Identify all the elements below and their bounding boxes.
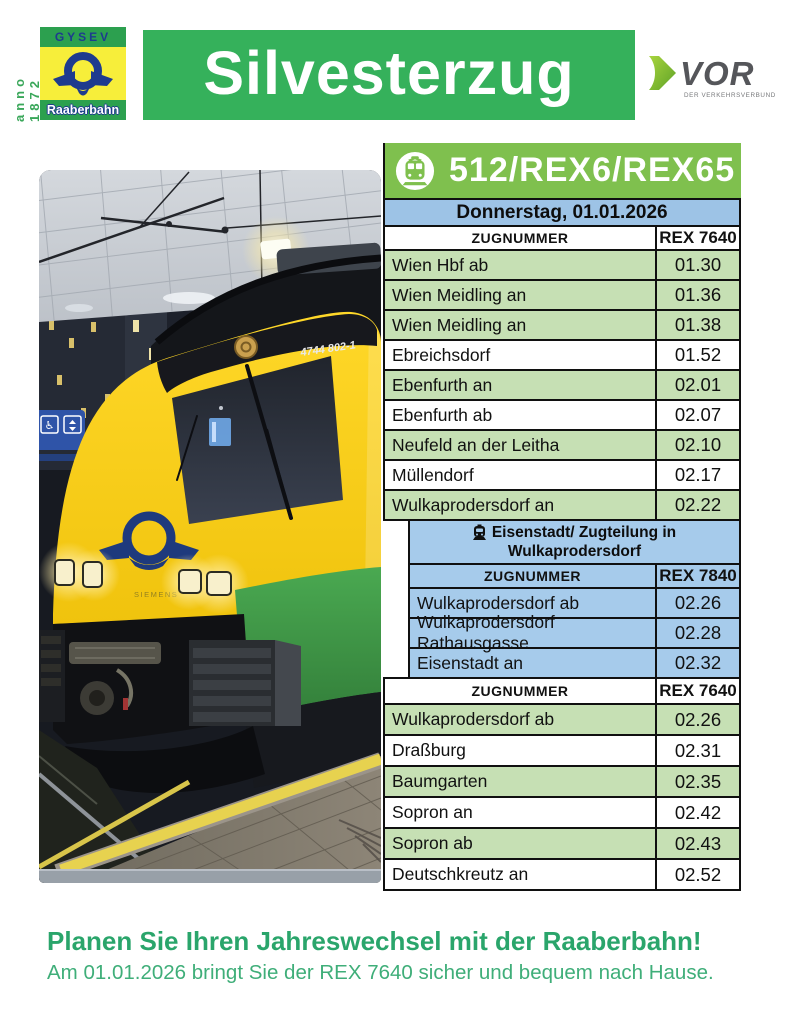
vor-name: VOR [680, 54, 755, 92]
station-cell: Wien Hbf ab [392, 254, 489, 275]
time-cell: 02.31 [655, 736, 739, 765]
vor-subtitle: DER VERKEHRSVERBUND [684, 92, 776, 99]
timetable: 512/REX6/REX65 Donnerstag, 01.01.2026 ZU… [383, 143, 741, 891]
station-cell: Deutschkreutz an [392, 864, 529, 884]
anno-1872-label: anno 1872 [12, 74, 42, 122]
station-cell: Ebenfurth ab [392, 404, 493, 425]
time-cell: 01.36 [655, 281, 739, 309]
table-row: Wulkaprodersdorf Rathausgasse 02.28 [408, 612, 741, 653]
time-cell: 02.42 [655, 798, 739, 827]
table-row: Wulkaprodersdorf ab 02.26 [383, 703, 741, 736]
time-cell: 02.32 [655, 649, 739, 677]
time-cell: 02.35 [655, 767, 739, 796]
table-row: Ebreichsdorf 01.52 [383, 339, 741, 371]
train-icon-small [472, 524, 486, 541]
table-row: Wien Hbf ab 01.30 [383, 249, 741, 281]
column-header-zugnummer: ZUGNUMMER [483, 568, 582, 584]
winged-wheel-icon [53, 51, 113, 95]
time-cell: 01.38 [655, 311, 739, 339]
table-row: Eisenstadt an 02.32 [408, 647, 741, 679]
gysev-logo-top-label: GYSEV [40, 27, 126, 47]
split-title-line1: Eisenstadt/ Zugteilung in [491, 523, 677, 541]
line-header: 512/REX6/REX65 [383, 143, 741, 200]
station-cell: Wien Meidling an [392, 314, 527, 335]
column-header-zugnummer: ZUGNUMMER [471, 683, 569, 699]
time-cell: 02.26 [655, 705, 739, 734]
column-header-zugnummer: ZUGNUMMER [471, 230, 569, 246]
column-header-train: REX 7640 [655, 227, 739, 249]
station-cell: Draßburg [392, 740, 466, 760]
station-cell: Wulkaprodersdorf Rathausgasse [417, 612, 555, 653]
time-cell: 01.52 [655, 341, 739, 369]
station-cell: Sopron an [392, 802, 473, 822]
column-header-train: REX 7640 [655, 679, 739, 703]
time-cell: 02.26 [655, 589, 739, 617]
time-cell: 02.17 [655, 461, 739, 489]
svg-text:♿: ♿ [45, 419, 55, 432]
vor-logo: VOR DER VERKEHRSVERBUND [648, 56, 778, 99]
column-header-row: ZUGNUMMER REX 7640 [383, 225, 741, 251]
station-cell: Sopron ab [392, 833, 473, 853]
time-cell: 02.28 [655, 619, 739, 647]
footer-subtitle: Am 01.01.2026 bringt Sie der REX 7640 si… [47, 961, 714, 984]
gysev-logo-bottom-label: Raaberbahn [40, 100, 126, 120]
time-cell: 02.22 [655, 491, 739, 519]
date-header: Donnerstag, 01.01.2026 [383, 198, 741, 227]
column-header-train: REX 7840 [655, 565, 739, 587]
time-cell: 01.30 [655, 251, 739, 279]
table-row: Baumgarten 02.35 [383, 765, 741, 798]
line-header-label: 512/REX6/REX65 [449, 151, 736, 189]
station-cell: Neufeld an der Leitha [392, 434, 560, 455]
train-icon [395, 151, 435, 190]
train-photo-illustration: ♿ 4744 802-1 [39, 170, 381, 883]
vor-chevron-icon [649, 56, 676, 90]
time-cell: 02.43 [655, 829, 739, 858]
gysev-emblem [40, 47, 126, 100]
page-title: Silvesterzug [203, 39, 575, 107]
brand-label: SIEMENS [134, 590, 178, 599]
table-row: Sopron an 02.42 [383, 796, 741, 829]
station-cell: Ebenfurth an [392, 374, 493, 395]
footer-title: Planen Sie Ihren Jahreswechsel mit der R… [47, 926, 702, 956]
train-photo: ♿ 4744 802-1 [39, 170, 381, 883]
station-cell: Wulkaprodersdorf ab [392, 709, 555, 729]
column-header-row: ZUGNUMMER REX 7640 [383, 677, 741, 705]
column-header-row: ZUGNUMMER REX 7840 [408, 563, 741, 589]
time-cell: 02.52 [655, 860, 739, 889]
station-cell: Ebreichsdorf [392, 344, 491, 365]
split-subtable: Eisenstadt/ Zugteilung in Wulkaprodersdo… [408, 519, 741, 679]
table-row: Sopron ab 02.43 [383, 827, 741, 860]
table-row: Draßburg 02.31 [383, 734, 741, 767]
station-cell: Baumgarten [392, 771, 488, 791]
gysev-logo: GYSEV Raaberbahn [40, 27, 126, 120]
split-title: Eisenstadt/ Zugteilung in Wulkaprodersdo… [408, 519, 741, 565]
table-row: Müllendorf 02.17 [383, 459, 741, 491]
table-row: Ebenfurth an 02.01 [383, 369, 741, 401]
table-row: Deutschkreutz an 02.52 [383, 858, 741, 891]
table-row: Ebenfurth ab 02.07 [383, 399, 741, 431]
station-cell: Müllendorf [392, 464, 474, 485]
table-row: Neufeld an der Leitha 02.10 [383, 429, 741, 461]
table-row: Wien Meidling an 01.38 [383, 309, 741, 341]
split-title-line2: Wulkaprodersdorf [507, 543, 642, 560]
time-cell: 02.01 [655, 371, 739, 399]
station-cell: Wien Meidling an [392, 284, 527, 305]
station-cell: Eisenstadt an [417, 652, 524, 673]
title-banner: Silvesterzug [143, 30, 635, 120]
time-cell: 02.07 [655, 401, 739, 429]
station-cell: Wulkaprodersdorf an [392, 494, 555, 515]
table-row: Wien Meidling an 01.36 [383, 279, 741, 311]
time-cell: 02.10 [655, 431, 739, 459]
table-row: Wulkaprodersdorf an 02.22 [383, 489, 741, 521]
station-cell: Wulkaprodersdorf ab [417, 592, 580, 613]
